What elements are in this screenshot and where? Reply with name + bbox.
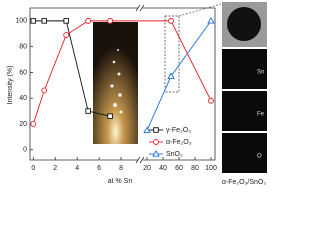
y-tick-label: 40	[19, 95, 27, 102]
map-label: Fe	[257, 112, 265, 118]
legend-marker	[152, 150, 160, 157]
marker	[207, 16, 215, 24]
marker	[30, 18, 37, 24]
x-tick-label: 2	[53, 165, 57, 172]
marker	[41, 87, 48, 94]
chart: Sn Fe O α-Fe₂O₃/SnO₂ Intensity (%) at % …	[7, 2, 267, 186]
x-tick-label: 60	[175, 165, 183, 172]
tem-inset	[222, 2, 267, 173]
inset-caption: α-Fe₂O₃/SnO₂	[222, 179, 267, 186]
marker	[41, 18, 48, 24]
legend-label: α-Fe₂O₃	[166, 139, 192, 146]
x-tick-label: 8	[119, 165, 123, 172]
marker	[63, 32, 70, 39]
x-tick-label: 6	[97, 165, 101, 172]
marker	[30, 120, 37, 127]
marker	[168, 17, 174, 24]
marker	[63, 18, 69, 24]
x-tick-label: 40	[159, 165, 167, 172]
axis-break	[135, 4, 145, 12]
map-label: O	[257, 154, 262, 160]
map-label: Sn	[257, 70, 264, 76]
highlight-box	[164, 15, 180, 93]
marker	[85, 108, 91, 114]
x-tick-label: 4	[75, 165, 79, 172]
marker	[143, 126, 151, 134]
x-tick-label: 0	[31, 165, 35, 172]
axis-break	[135, 156, 145, 164]
legend-label: SnO₂	[166, 151, 183, 158]
x-tick-label: 20	[143, 165, 151, 172]
y-tick-label: 0	[23, 147, 27, 154]
marker	[85, 17, 92, 24]
legend-marker	[153, 127, 159, 133]
marker	[107, 17, 114, 24]
x-axis-label: at % Sn	[108, 178, 133, 185]
axis-frame	[29, 7, 138, 161]
callout-line	[178, 3, 222, 17]
legend-marker	[153, 139, 159, 145]
x-tick-label: 100	[205, 165, 217, 172]
marker	[208, 97, 214, 104]
marker	[167, 72, 175, 79]
y-tick-label: 60	[19, 69, 27, 76]
y-tick-label: 100	[15, 18, 27, 25]
y-tick-label: 80	[19, 43, 27, 50]
x-tick-label: 80	[191, 165, 199, 172]
y-tick-label: 20	[19, 121, 27, 128]
marker	[107, 113, 113, 119]
legend-label: γ-Fe₂O₃	[166, 127, 191, 134]
photo-inset	[93, 22, 138, 144]
y-axis-label: Intensity (%)	[7, 66, 14, 105]
